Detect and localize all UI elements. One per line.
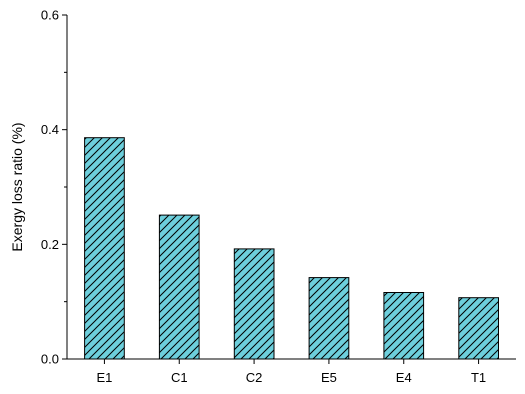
x-tick-label: E1 (96, 370, 112, 385)
bar-c2 (233, 248, 275, 360)
bars-group (84, 137, 499, 360)
x-tick-label: C2 (246, 370, 263, 385)
bar-c1 (158, 214, 200, 360)
bar-e4 (383, 292, 425, 360)
x-tick-label: C1 (171, 370, 188, 385)
x-tick-label: E4 (396, 370, 412, 385)
x-ticks-group: E1 C1 C2 E5 E4 T1 (96, 359, 486, 385)
y-ticks-group: 0.0 0.2 0.4 0.6 (41, 8, 67, 367)
axes-group (66, 15, 516, 360)
x-tick-label: E5 (321, 370, 337, 385)
y-tick-label: 0.4 (41, 122, 59, 137)
bar-e1 (84, 137, 125, 360)
y-tick-label: 0.2 (41, 237, 59, 252)
y-tick-label: 0.6 (41, 8, 59, 23)
y-axis-title: Exergy loss ratio (%) (9, 122, 25, 251)
x-tick-label: T1 (471, 370, 486, 385)
bar-e5 (308, 277, 350, 360)
bar-t1 (458, 297, 499, 360)
y-tick-label: 0.0 (41, 352, 59, 367)
